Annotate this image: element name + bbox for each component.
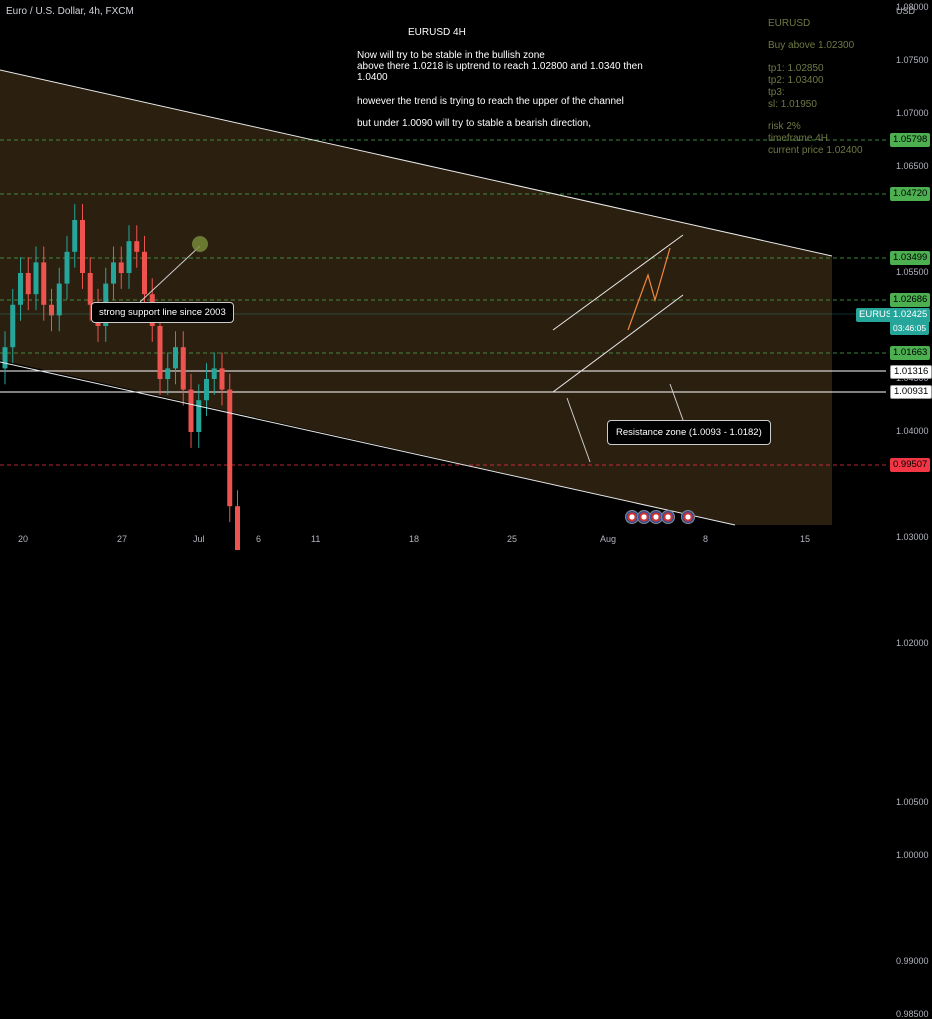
candle-body (204, 379, 209, 401)
event-flag-icon[interactable] (661, 510, 675, 524)
price-tag-level: 1.03499 (890, 251, 931, 265)
price-tag-stop: 0.99507 (890, 458, 931, 472)
y-tick-label: 1.08000 (896, 2, 929, 12)
y-tick-label: 1.07000 (896, 108, 929, 118)
x-tick-label: 11 (311, 534, 321, 544)
x-tick-label: 25 (507, 534, 518, 544)
event-flag-icon[interactable] (681, 510, 695, 524)
side-note-tp1: tp1: 1.02850 (768, 63, 824, 74)
symbol-title[interactable]: Euro / U.S. Dollar, 4h, FXCM (6, 6, 134, 17)
x-tick-label: 15 (800, 534, 811, 544)
price-tag-level: 1.01316 (890, 365, 932, 379)
candle-body (180, 347, 186, 390)
y-tick-label: 1.03000 (896, 532, 929, 542)
support-marker (192, 236, 208, 252)
candle-body (72, 220, 78, 252)
note-line: 1.0400 (357, 72, 388, 83)
candle-body (219, 368, 225, 390)
side-note-current: current price 1.02400 (768, 145, 863, 156)
currency-label: USD (896, 6, 916, 16)
candle-body (157, 326, 163, 379)
price-tag-level: 1.00931 (890, 385, 932, 399)
side-note-pair: EURUSD (768, 18, 811, 29)
channel-upper-line (0, 69, 833, 257)
y-tick-label: 1.07500 (896, 55, 929, 65)
candle-body (118, 262, 124, 273)
candle-body (80, 220, 85, 273)
side-note-sl: sl: 1.01950 (768, 99, 817, 110)
candle-body (188, 389, 194, 432)
y-tick-label: 1.06500 (896, 161, 929, 171)
price-tag-level: 1.02686 (890, 293, 931, 307)
side-note-timeframe: timeframe 4H (768, 133, 829, 144)
note-line: Now will try to be stable in the bullish… (357, 50, 545, 61)
side-note-tp2: tp2: 1.03400 (768, 75, 824, 86)
support-pointer (139, 245, 201, 303)
candle-body (18, 273, 23, 305)
candle-body (165, 368, 171, 379)
note-title: EURUSD 4H (408, 27, 466, 38)
y-tick-label: 1.02000 (896, 638, 929, 648)
candle-body (2, 347, 8, 369)
price-tag-level: 1.01663 (890, 346, 931, 360)
candle-body (173, 347, 178, 369)
x-tick-label: 18 (409, 534, 420, 544)
x-tick-label: Aug (600, 534, 617, 544)
x-tick-label: 8 (703, 534, 709, 544)
price-tag-level: 1.04720 (890, 187, 931, 201)
candle-body (87, 273, 93, 305)
rising-channel-lower (552, 294, 684, 393)
price-chart[interactable] (0, 0, 932, 550)
x-tick-label: 27 (117, 534, 128, 544)
candle-body (227, 389, 233, 507)
projection-path (627, 247, 671, 331)
candle-body (56, 283, 62, 316)
countdown-tag: 03:46:05 (890, 321, 930, 335)
candle-body (196, 400, 202, 432)
note-line: however the trend is trying to reach the… (357, 96, 624, 107)
candle-body (142, 251, 147, 295)
side-note-buy: Buy above 1.02300 (768, 40, 855, 51)
rising-channel-upper (552, 234, 684, 331)
candle-body (33, 262, 39, 295)
resistance-pointer (669, 383, 684, 421)
side-note-tp3: tp3: (768, 87, 785, 98)
candle-body (64, 251, 70, 284)
candle-body (10, 304, 16, 348)
candle-body (41, 262, 47, 305)
channel-lower-line (0, 361, 736, 526)
candle-body (126, 241, 132, 273)
candle-body (25, 273, 31, 295)
y-tick-label: 1.04000 (896, 426, 929, 436)
channel-fill (0, 70, 832, 525)
x-tick-label: 20 (18, 534, 29, 544)
y-tick-label: 1.00000 (896, 850, 929, 860)
support-callout[interactable]: strong support line since 2003 (91, 302, 234, 323)
candle-body (211, 368, 217, 379)
note-line: above there 1.0218 is uptrend to reach 1… (357, 61, 643, 72)
candle-body (49, 304, 54, 316)
candle-body (134, 241, 140, 252)
candle-body (111, 262, 116, 284)
candle-body (235, 506, 240, 550)
y-tick-label: 1.00500 (896, 797, 929, 807)
price-tag-level: 1.05798 (890, 133, 931, 147)
down-arrow-line (566, 397, 591, 463)
y-tick-label: 1.05500 (896, 267, 929, 277)
current-price-tag: 1.02425 (890, 308, 931, 322)
note-line: but under 1.0090 will try to stable a be… (357, 118, 592, 129)
x-tick-label: Jul (193, 534, 205, 544)
y-tick-label: 0.99000 (896, 956, 929, 966)
y-tick-label: 0.98500 (896, 1009, 929, 1019)
side-note-risk: risk 2% (768, 121, 801, 132)
resistance-callout[interactable]: Resistance zone (1.0093 - 1.0182) (607, 420, 771, 445)
x-tick-label: 6 (256, 534, 262, 544)
